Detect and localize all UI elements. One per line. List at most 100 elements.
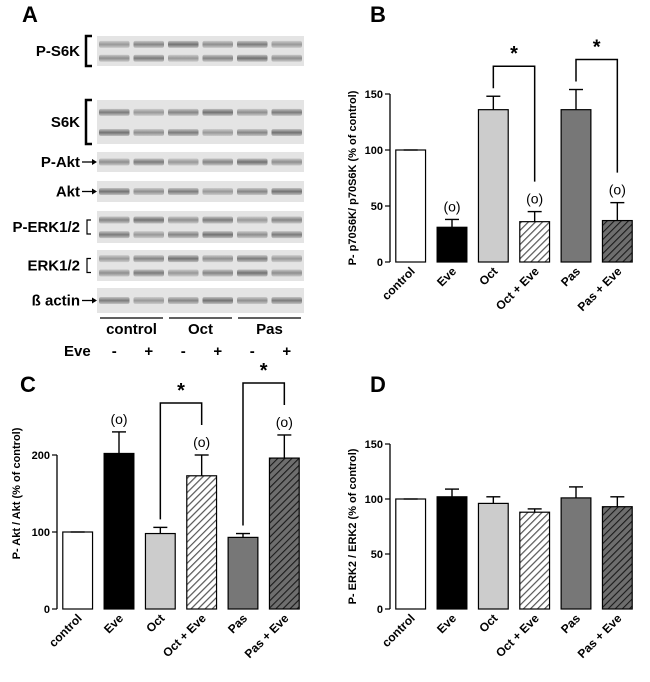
blot-strip xyxy=(97,181,304,202)
category-label: Pas xyxy=(558,611,583,636)
blot-band xyxy=(271,216,302,224)
blot-band xyxy=(271,40,302,48)
bar xyxy=(436,226,468,263)
blot-band xyxy=(237,54,268,62)
blot-band xyxy=(99,297,130,304)
blot-band xyxy=(271,297,302,304)
significance-star: * xyxy=(593,37,601,59)
significance-mark: (o) xyxy=(526,191,543,207)
blot-band xyxy=(237,231,268,239)
blot-band xyxy=(202,108,233,116)
blot-band xyxy=(237,188,268,195)
blot-band xyxy=(271,269,302,277)
blot-band xyxy=(99,231,130,239)
blot-strip xyxy=(97,250,304,281)
blot-band xyxy=(202,54,233,62)
category-label: Eve xyxy=(434,264,459,289)
blot-band xyxy=(202,158,233,166)
category-label: Pas + Eve xyxy=(575,264,625,314)
arrowhead-icon xyxy=(92,188,97,195)
blot-band xyxy=(168,158,199,166)
y-tick-label: 50 xyxy=(371,549,383,561)
blot-band xyxy=(202,297,233,304)
significance-star: * xyxy=(260,360,268,382)
blot-band xyxy=(133,129,164,137)
arrowhead-icon xyxy=(92,159,97,165)
blot-band xyxy=(271,188,302,195)
blot-band xyxy=(237,158,268,166)
y-axis-label: P- p70S6K/ p70S6K (% of control) xyxy=(347,90,359,265)
y-tick-label: 0 xyxy=(44,604,50,616)
panel-letter-a: A xyxy=(22,2,38,27)
blot-band xyxy=(237,108,268,116)
blot-band xyxy=(168,297,199,304)
eve-sign: + xyxy=(282,343,291,360)
blot-row: ß actin xyxy=(32,288,304,313)
blot-band xyxy=(133,297,164,304)
blot-band xyxy=(133,54,164,62)
y-axis-label: P- Akt / Akt (% of control) xyxy=(11,427,23,559)
blot-band xyxy=(99,255,130,263)
bar xyxy=(560,109,592,263)
blot-row-label: P-ERK1/2 xyxy=(12,219,80,236)
category-label: Pas xyxy=(225,611,250,636)
y-tick-label: 200 xyxy=(32,450,50,462)
blot-band xyxy=(133,188,164,195)
eve-sign: - xyxy=(112,343,117,360)
category-label: Oct xyxy=(476,264,500,288)
blot-band xyxy=(99,188,130,195)
blot-band xyxy=(99,216,130,224)
bar xyxy=(103,452,135,610)
y-tick-label: 0 xyxy=(377,604,383,616)
blot-row: S6K xyxy=(51,98,304,146)
significance-bracket xyxy=(242,382,286,526)
blot-rows: P-S6K S6K P-Akt Akt P-ERK1/2 ERK1/2 ß actin xyxy=(12,34,304,313)
bar xyxy=(477,109,509,263)
arrowhead-icon xyxy=(92,297,97,304)
blot-band xyxy=(237,129,268,137)
blot-band xyxy=(133,269,164,277)
bracket-icon xyxy=(84,34,92,68)
blot-band xyxy=(133,231,164,239)
y-axis-label: P- ERK2 / ERK2 (% of control) xyxy=(347,448,359,604)
significance-mark: (o) xyxy=(443,198,460,214)
blot-strip xyxy=(97,100,304,144)
significance-bracket xyxy=(575,58,619,173)
bracket-icon xyxy=(86,219,91,235)
y-tick-label: 100 xyxy=(365,494,383,506)
blot-row: P-Akt xyxy=(41,152,304,172)
y-tick-label: 100 xyxy=(365,145,383,157)
significance-mark: (o) xyxy=(193,434,210,450)
category-label: Oct xyxy=(476,611,500,635)
bar xyxy=(601,219,633,263)
panel-letter: C xyxy=(20,372,36,397)
blot-band xyxy=(168,231,199,239)
bracket-icon xyxy=(86,257,91,274)
y-tick-label: 150 xyxy=(365,439,383,451)
y-tick-label: 100 xyxy=(32,527,50,539)
bar xyxy=(477,502,509,610)
bar xyxy=(395,149,427,263)
significance-star: * xyxy=(177,380,185,402)
eve-sign: + xyxy=(144,343,153,360)
category-label: Pas + Eve xyxy=(242,611,292,661)
blot-band xyxy=(133,158,164,166)
category-label: Oct xyxy=(143,611,167,635)
blot-band xyxy=(168,40,199,48)
blot-band xyxy=(133,216,164,224)
group-label: Pas xyxy=(256,321,283,338)
blot-band xyxy=(202,269,233,277)
chart-panel-c: C 0 100 200 P- Akt / Akt (% of control) contr… xyxy=(11,360,300,661)
category-label: control xyxy=(46,611,85,650)
blot-row-label: Akt xyxy=(56,184,80,201)
blot-band xyxy=(168,54,199,62)
blot-row-label: S6K xyxy=(51,114,80,131)
bar xyxy=(560,497,592,610)
blot-band xyxy=(237,255,268,263)
category-label: control xyxy=(379,611,418,650)
bar xyxy=(62,531,94,610)
category-label: Pas xyxy=(558,264,583,289)
blot-band xyxy=(202,40,233,48)
blot-band xyxy=(133,108,164,116)
